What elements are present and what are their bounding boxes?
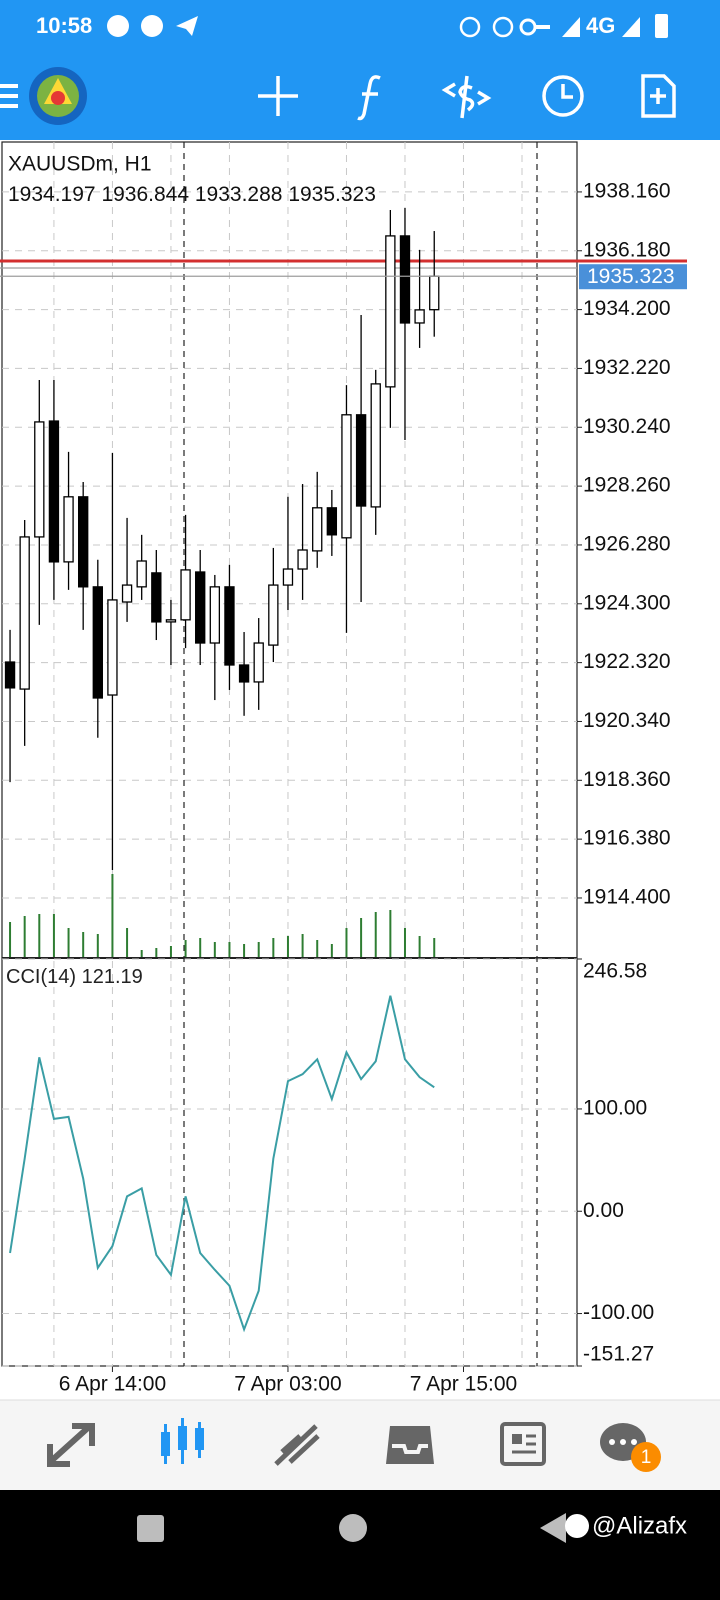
candle-body bbox=[63, 496, 74, 563]
open-value: 1934.197 bbox=[8, 183, 96, 206]
bid-price-label: 1935.323 bbox=[587, 265, 675, 288]
candle-body bbox=[165, 619, 177, 623]
chart-tab[interactable] bbox=[161, 1418, 204, 1464]
y-tick-label: 1918.360 bbox=[583, 768, 671, 791]
candle-body bbox=[151, 572, 162, 623]
y-tick-label: 1916.380 bbox=[583, 827, 671, 850]
candle-body bbox=[253, 642, 264, 683]
y-tick-label: 246.58 bbox=[583, 960, 647, 983]
y-tick-label: 1928.260 bbox=[583, 474, 671, 497]
candle-body bbox=[399, 235, 411, 324]
home-button[interactable] bbox=[339, 1514, 367, 1542]
candle-body bbox=[355, 414, 367, 507]
y-tick-label: 1926.280 bbox=[583, 532, 671, 555]
indicators-button[interactable] bbox=[357, 75, 381, 121]
app-logo[interactable] bbox=[29, 67, 87, 125]
low-value: 1933.288 bbox=[195, 183, 283, 206]
y-tick-label: 1934.200 bbox=[583, 297, 671, 320]
candle-body bbox=[77, 496, 89, 588]
y-tick-label: 1914.400 bbox=[583, 886, 671, 909]
new-order-button[interactable] bbox=[641, 74, 676, 118]
chart-area bbox=[0, 140, 720, 1400]
candle-body bbox=[19, 536, 30, 690]
x-tick-label: 7 Apr 15:00 bbox=[410, 1373, 517, 1396]
candle-body bbox=[121, 584, 133, 603]
symbol-title: XAUUSDm, H1 bbox=[8, 153, 152, 176]
crosshair-button[interactable] bbox=[258, 76, 298, 116]
y-tick-label: 1924.300 bbox=[583, 591, 671, 614]
candle-body bbox=[107, 599, 118, 696]
x-tick-label: 7 Apr 03:00 bbox=[234, 1373, 341, 1396]
candle-body bbox=[429, 275, 440, 311]
y-tick-label: 1922.320 bbox=[583, 650, 671, 673]
back-button[interactable] bbox=[540, 1513, 566, 1543]
candle-body bbox=[414, 309, 425, 324]
candle-body bbox=[195, 571, 206, 644]
status-icons bbox=[107, 14, 668, 38]
indicator-name: CCI(14) bbox=[6, 966, 76, 988]
notification-count: 1 bbox=[641, 1447, 652, 1468]
bid-price-box bbox=[579, 264, 687, 290]
candle-body bbox=[268, 584, 279, 646]
y-tick-label: 1920.340 bbox=[583, 709, 671, 732]
news-tab[interactable] bbox=[500, 1422, 546, 1466]
y-tick-label: 100.00 bbox=[583, 1096, 647, 1119]
menu-button[interactable] bbox=[0, 84, 18, 108]
candle-body bbox=[92, 586, 103, 699]
x-tick-label: 6 Apr 14:00 bbox=[59, 1373, 166, 1396]
recents-button[interactable] bbox=[137, 1515, 164, 1542]
network-type: 4G bbox=[586, 13, 615, 38]
indicator-value: 121.19 bbox=[82, 966, 143, 988]
candle-body bbox=[341, 414, 352, 539]
y-tick-label: -100.00 bbox=[583, 1301, 654, 1324]
facebook-icon bbox=[565, 1514, 589, 1538]
candle-body bbox=[48, 420, 60, 563]
history-tab[interactable] bbox=[386, 1426, 434, 1464]
y-tick-label: 1932.220 bbox=[583, 356, 671, 379]
candle-body bbox=[326, 507, 338, 536]
indicator-title: CCI(14) 121.19 bbox=[6, 966, 143, 988]
candle-body bbox=[312, 507, 323, 552]
indicator-line bbox=[9, 995, 435, 1333]
bottom-nav bbox=[0, 1400, 720, 1490]
candle-body bbox=[4, 661, 16, 689]
candle-body bbox=[238, 664, 250, 683]
candle-body bbox=[34, 421, 45, 538]
y-tick-label: -151.27 bbox=[583, 1343, 654, 1366]
y-tick-label: 1930.240 bbox=[583, 415, 671, 438]
high-value: 1936.844 bbox=[101, 183, 189, 206]
watermark: @Alizafx bbox=[592, 1512, 687, 1539]
candle-body bbox=[136, 560, 147, 588]
trade-button[interactable] bbox=[441, 75, 492, 119]
trade-tab[interactable] bbox=[274, 1424, 320, 1466]
candle-body bbox=[297, 549, 308, 570]
quotes-tab[interactable] bbox=[47, 1423, 95, 1467]
ohlc-readout: 1934.197 1936.844 1933.288 1935.323 bbox=[8, 183, 376, 206]
candle-body bbox=[209, 586, 221, 644]
candle-body bbox=[370, 383, 381, 508]
candle-body bbox=[282, 568, 294, 586]
toolbar-icons bbox=[258, 74, 676, 121]
candle-body bbox=[385, 235, 396, 388]
y-tick-label: 1938.160 bbox=[583, 179, 671, 202]
clock: 10:58 bbox=[36, 13, 92, 38]
y-tick-label: 0.00 bbox=[583, 1199, 624, 1222]
y-tick-label: 1936.180 bbox=[583, 238, 671, 261]
candle-body bbox=[224, 586, 235, 666]
system-nav bbox=[0, 1490, 720, 1600]
candle-body bbox=[180, 569, 191, 621]
history-button[interactable] bbox=[542, 75, 584, 117]
close-value: 1935.323 bbox=[288, 183, 376, 206]
notification-badge bbox=[631, 1442, 661, 1472]
